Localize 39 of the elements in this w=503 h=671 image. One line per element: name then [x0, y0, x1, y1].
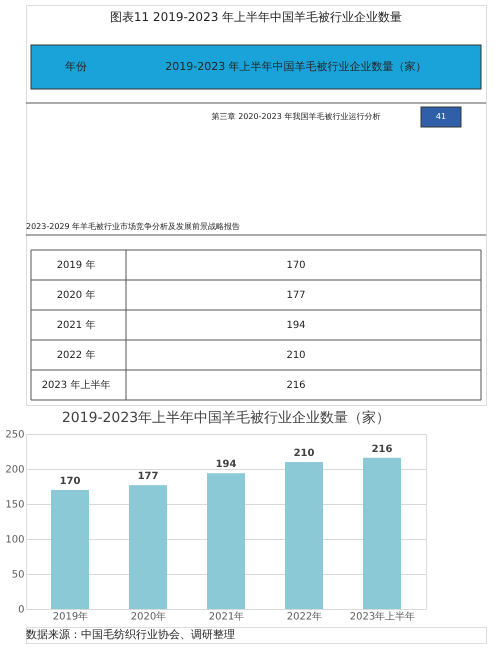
text: 194	[286, 320, 306, 331]
data-label: 177	[138, 471, 158, 482]
text: 年份	[65, 60, 87, 73]
text: 177	[286, 290, 306, 301]
text: 2020 年	[56, 289, 96, 301]
text: 图表11 2019-2023 年上半年中国羊毛被行业企业数量	[110, 10, 402, 24]
bar	[129, 485, 167, 609]
x-tick-label: 2019年	[52, 610, 88, 622]
y-tick-label: 100	[5, 534, 24, 546]
text: 170	[286, 260, 306, 271]
bar	[207, 473, 245, 609]
text: 2022 年	[56, 349, 96, 361]
data-label: 216	[372, 444, 392, 455]
chart-title: 2019-2023年上半年中国羊毛被行业企业数量（家）	[62, 410, 390, 426]
bar	[363, 458, 401, 609]
text: 2023-2029 年羊毛被行业市场竞争分析及发展前景战略报告	[26, 222, 240, 231]
text: 2019 年	[56, 259, 96, 271]
data-label: 210	[294, 448, 314, 459]
y-tick-label: 200	[5, 464, 24, 476]
bar	[51, 490, 89, 609]
text: 216	[286, 380, 306, 391]
text: 第三章 2020-2023 年我国羊毛被行业运行分析	[212, 112, 380, 121]
y-tick-label: 0	[18, 604, 24, 616]
bar	[285, 462, 323, 609]
text: 2021 年	[56, 319, 96, 331]
source-note: 数据来源：中国毛纺织行业协会、调研整理	[26, 628, 235, 641]
y-tick-label: 250	[5, 430, 24, 440]
x-tick-label: 2023年上半年	[350, 610, 416, 622]
x-tick-label: 2020年	[130, 610, 166, 622]
text: 2023 年上半年	[42, 379, 110, 391]
data-label: 170	[60, 476, 80, 487]
text: 210	[286, 350, 306, 361]
data-label: 194	[216, 459, 236, 470]
x-tick-label: 2022年	[286, 610, 322, 622]
y-tick-label: 150	[5, 500, 24, 510]
text: 41	[436, 112, 446, 121]
y-tick-label: 50	[12, 570, 24, 580]
text: 2019-2023 年上半年中国羊毛被行业企业数量（家）	[165, 60, 427, 73]
x-tick-label: 2021年	[208, 610, 244, 622]
